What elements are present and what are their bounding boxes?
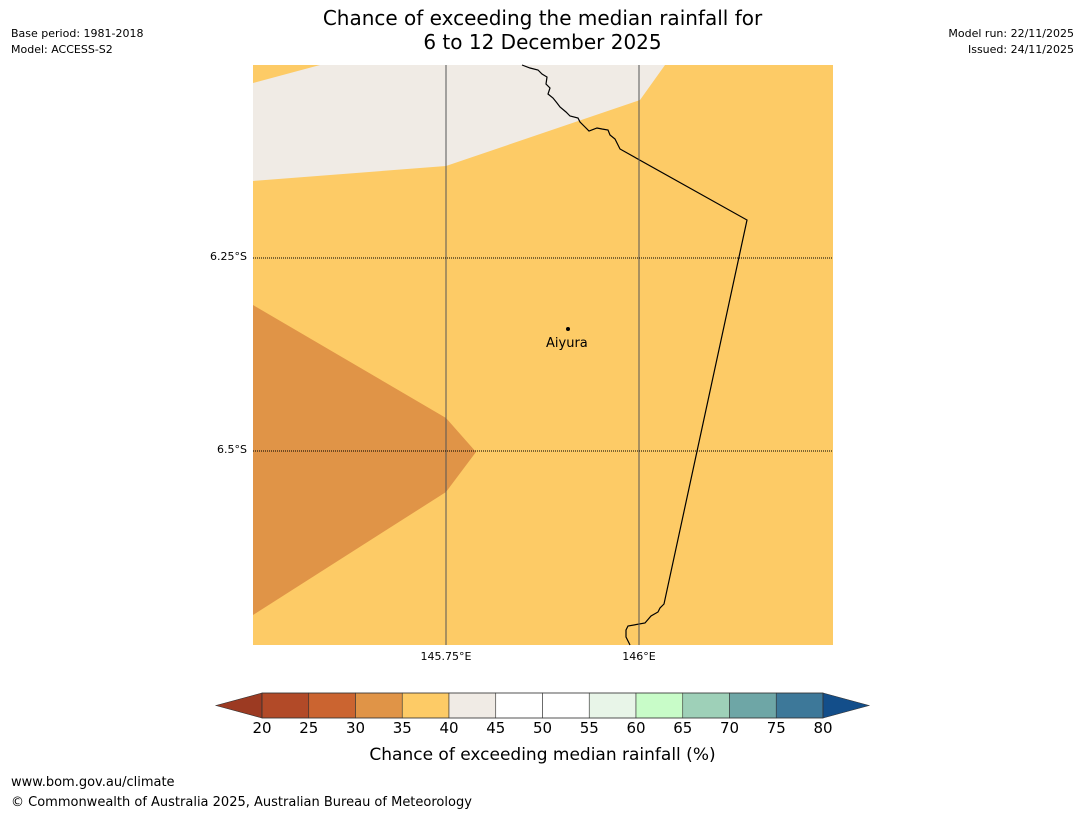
colorbar-tick-label: 30: [345, 719, 366, 737]
colorbar-cell: [635, 692, 684, 719]
model-run: Model run: 22/11/2025: [948, 27, 1074, 40]
colorbar-cell: [542, 692, 590, 719]
band-40-45-area: [253, 65, 665, 181]
lon-label-146: 146°E: [622, 650, 656, 663]
colorbar-tick-label: 50: [532, 719, 553, 737]
issued-date: Issued: 24/11/2025: [967, 43, 1074, 56]
colorbar-cell: [401, 692, 450, 719]
meta-right: Model run: 22/11/2025 Issued: 24/11/2025: [948, 26, 1074, 58]
colorbar-tick-label: 70: [719, 719, 740, 737]
colorbar-cell: [729, 692, 777, 719]
meta-left: Base period: 1981-2018 Model: ACCESS-S2: [11, 26, 143, 58]
colorbar-tick-label: 60: [626, 719, 646, 737]
title-line-1: Chance of exceeding the median rainfall …: [322, 6, 763, 30]
colorbar-tick-label: 40: [439, 719, 459, 737]
colorbar-cell: [355, 692, 403, 719]
colorbar-tick-label: 45: [486, 719, 506, 737]
colorbar-tick-label: 80: [813, 719, 833, 737]
colorbar-tick-label: 65: [673, 719, 693, 737]
colorbar-cell: [495, 692, 543, 719]
colorbar-tick-label: 35: [392, 719, 412, 737]
colorbar-low-extend: [214, 692, 263, 719]
lat-label-6-5: 6.5°S: [217, 443, 247, 456]
footer-copyright: © Commonwealth of Australia 2025, Austra…: [11, 795, 472, 810]
lon-label-145-75: 145.75°E: [420, 650, 472, 663]
aiyura-marker[interactable]: [566, 327, 570, 331]
border-line: [521, 64, 748, 646]
colorbar-tick-label: 75: [766, 719, 786, 737]
footer-url[interactable]: www.bom.gov.au/climate: [11, 775, 175, 790]
colorbar-cell: [588, 692, 637, 719]
colorbar-cells: [261, 692, 824, 719]
colorbar-tick-label: 55: [579, 719, 599, 737]
lat-label-6-25: 6.25°S: [210, 250, 247, 263]
base-period: Base period: 1981-2018: [11, 27, 144, 40]
colorbar-label: Chance of exceeding median rainfall (%): [369, 745, 716, 765]
model-name: Model: ACCESS-S2: [11, 43, 113, 56]
aiyura-label: Aiyura: [546, 336, 588, 351]
title-line-2: 6 to 12 December 2025: [423, 30, 662, 54]
colorbar-cell: [308, 692, 356, 719]
chart-title: Chance of exceeding the median rainfall …: [0, 6, 1085, 54]
colorbar-cell: [448, 692, 497, 719]
colorbar-tick-label: 20: [252, 719, 272, 737]
colorbar-cell: [682, 692, 730, 719]
colorbar-tick-label: 25: [299, 719, 319, 737]
band-30-35-area: [253, 305, 476, 615]
colorbar-cell: [775, 692, 824, 719]
colorbar-high-extend: [822, 692, 871, 719]
colorbar-frame: [261, 692, 824, 719]
colorbar-cell: [261, 692, 310, 719]
